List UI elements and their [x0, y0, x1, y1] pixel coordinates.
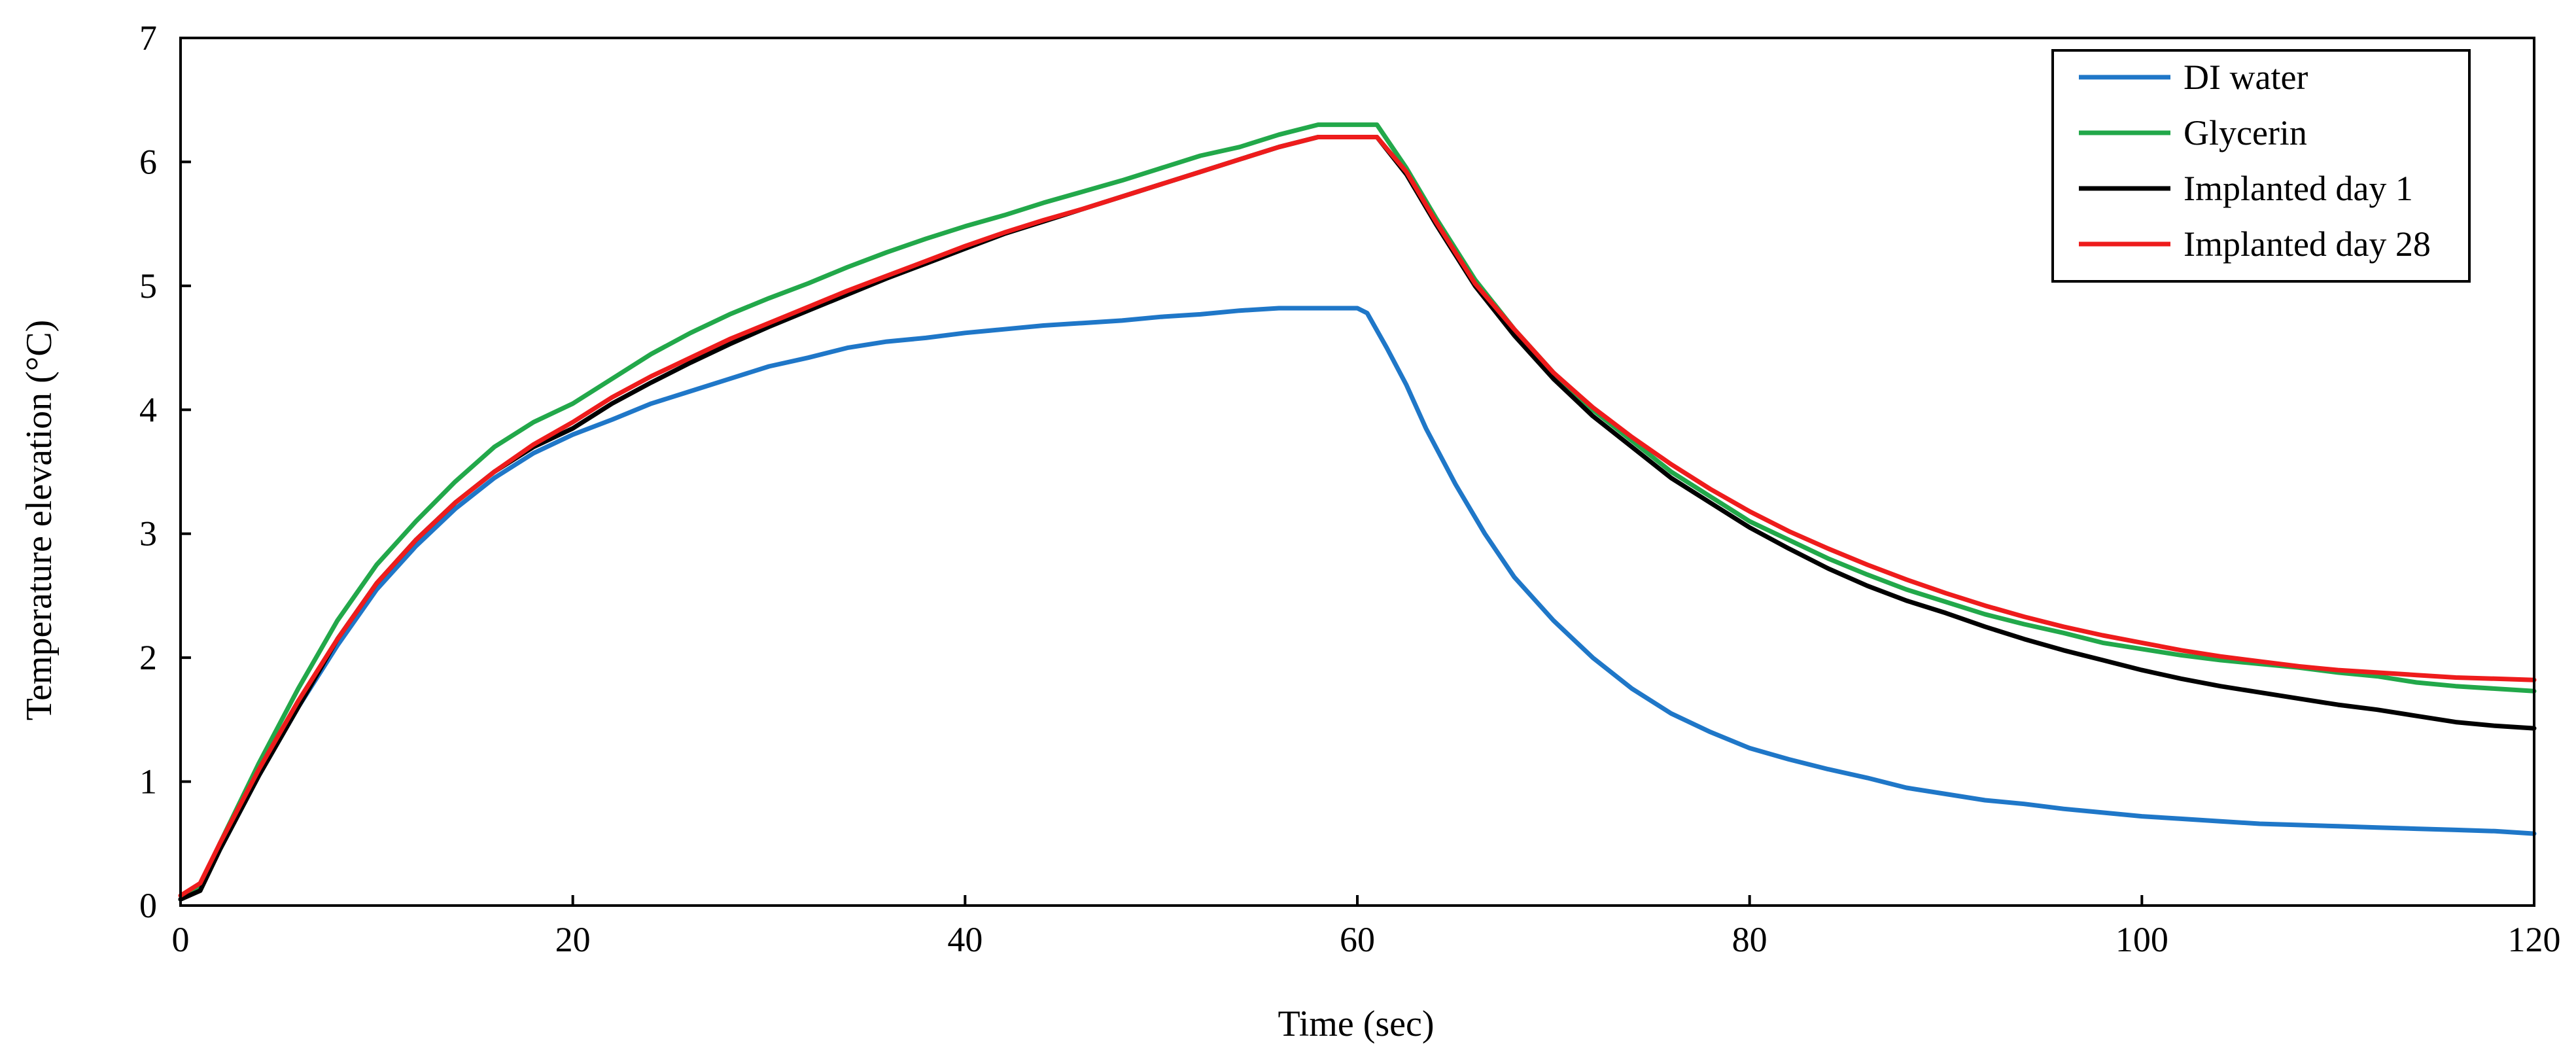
axes-layer: 0 20 40 60 80 100 120 0 1 2 3 4 5 6 7 [139, 18, 2561, 959]
x-tick-label: 0 [172, 920, 190, 959]
series-line-di-water [178, 306, 2537, 902]
x-tick-label: 100 [2115, 920, 2168, 959]
x-tick-label: 120 [2508, 920, 2561, 959]
y-tick-label: 1 [139, 762, 157, 802]
y-axis-title: Temperature elevation (°C) [19, 320, 60, 720]
y-tick-label: 7 [139, 18, 157, 58]
x-tick-label: 60 [1340, 920, 1375, 959]
y-tick-label: 3 [139, 514, 157, 554]
series-line-implanted-day-28 [178, 135, 2537, 898]
legend-entries: DI water Glycerin Implanted day 1 Implanted… [2079, 58, 2431, 264]
x-axis-title: Time (sec) [1278, 1004, 1434, 1044]
x-tick-label: 40 [947, 920, 983, 959]
x-tick-label: 20 [555, 920, 591, 959]
legend-label-glycerin: Glycerin [2184, 113, 2307, 152]
series-layer [178, 122, 2537, 902]
legend: DI water Glycerin Implanted day 1 Implanted… [2051, 49, 2471, 283]
legend-label-implanted-day-28: Implanted day 28 [2184, 224, 2431, 264]
y-tick-label: 4 [139, 390, 157, 429]
y-tick-label: 2 [139, 638, 157, 677]
y-tick-label: 0 [139, 886, 157, 925]
x-tick-label: 80 [1732, 920, 1767, 959]
series-line-glycerin [178, 122, 2537, 902]
legend-label-di-water: DI water [2184, 58, 2308, 97]
legend-label-implanted-day-1: Implanted day 1 [2184, 169, 2413, 208]
y-tick-label: 5 [139, 266, 157, 306]
y-tick-label: 6 [139, 142, 157, 181]
